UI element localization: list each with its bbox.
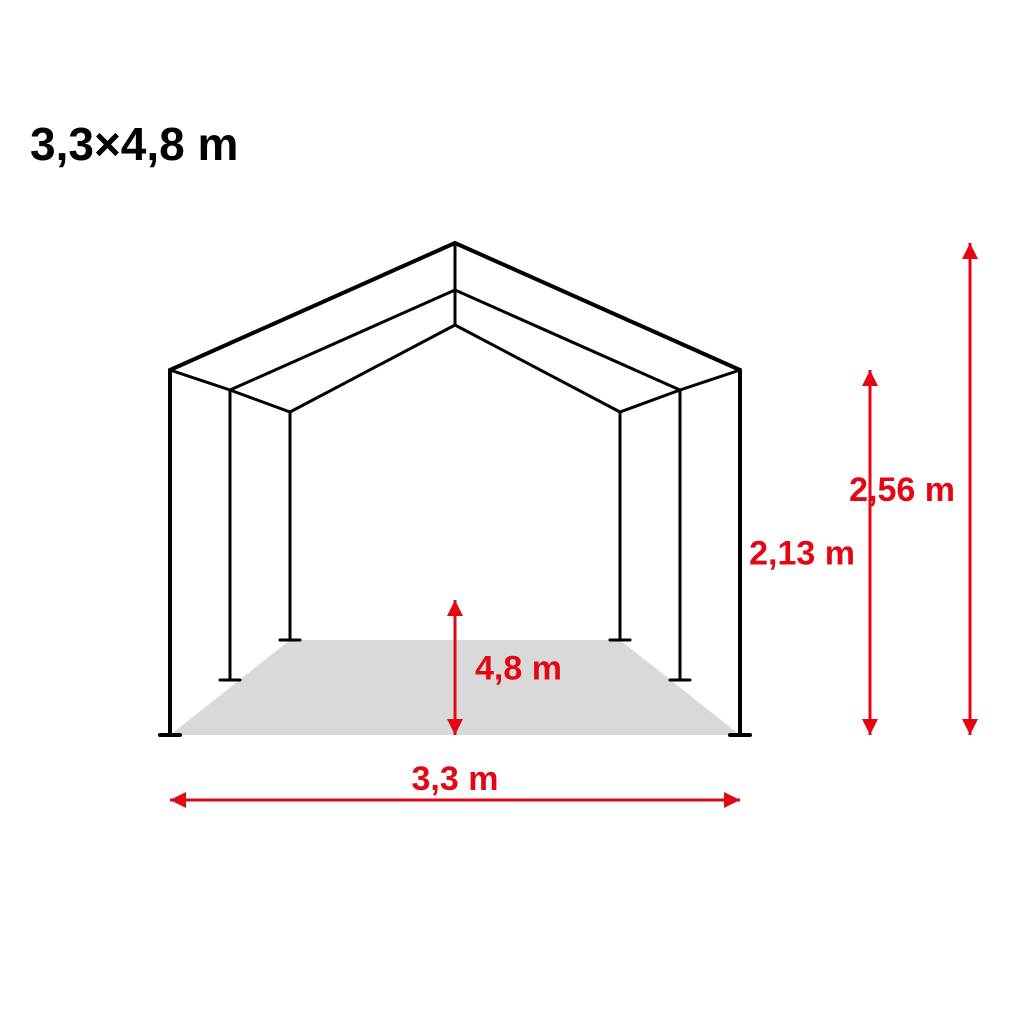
side-height-arrow-head bbox=[862, 370, 878, 386]
depth-arrow-head bbox=[447, 600, 463, 616]
peak-height-arrow-head bbox=[962, 719, 978, 735]
peak-height-arrow-head bbox=[962, 243, 978, 259]
frame-connector bbox=[170, 370, 230, 390]
width-arrow-head bbox=[724, 792, 740, 808]
frame-rafter bbox=[455, 325, 620, 412]
title-label: 3,3×4,8 m bbox=[30, 118, 238, 170]
frame-rafter bbox=[455, 290, 680, 390]
frame-rafter bbox=[290, 325, 455, 412]
side-height-arrow-head bbox=[862, 719, 878, 735]
depth-label: 4,8 m bbox=[475, 650, 562, 688]
frame-rafter bbox=[455, 243, 740, 370]
frame-connector bbox=[230, 390, 290, 412]
frame-connector bbox=[680, 370, 740, 390]
width-arrow-head bbox=[170, 792, 186, 808]
peak-height-label: 2,56 m bbox=[849, 471, 955, 509]
frame-connector bbox=[620, 390, 680, 412]
frame-rafter bbox=[230, 290, 455, 390]
frame-rafter bbox=[170, 243, 455, 370]
width-label: 3,3 m bbox=[412, 760, 499, 798]
side-height-label: 2,13 m bbox=[749, 535, 855, 573]
